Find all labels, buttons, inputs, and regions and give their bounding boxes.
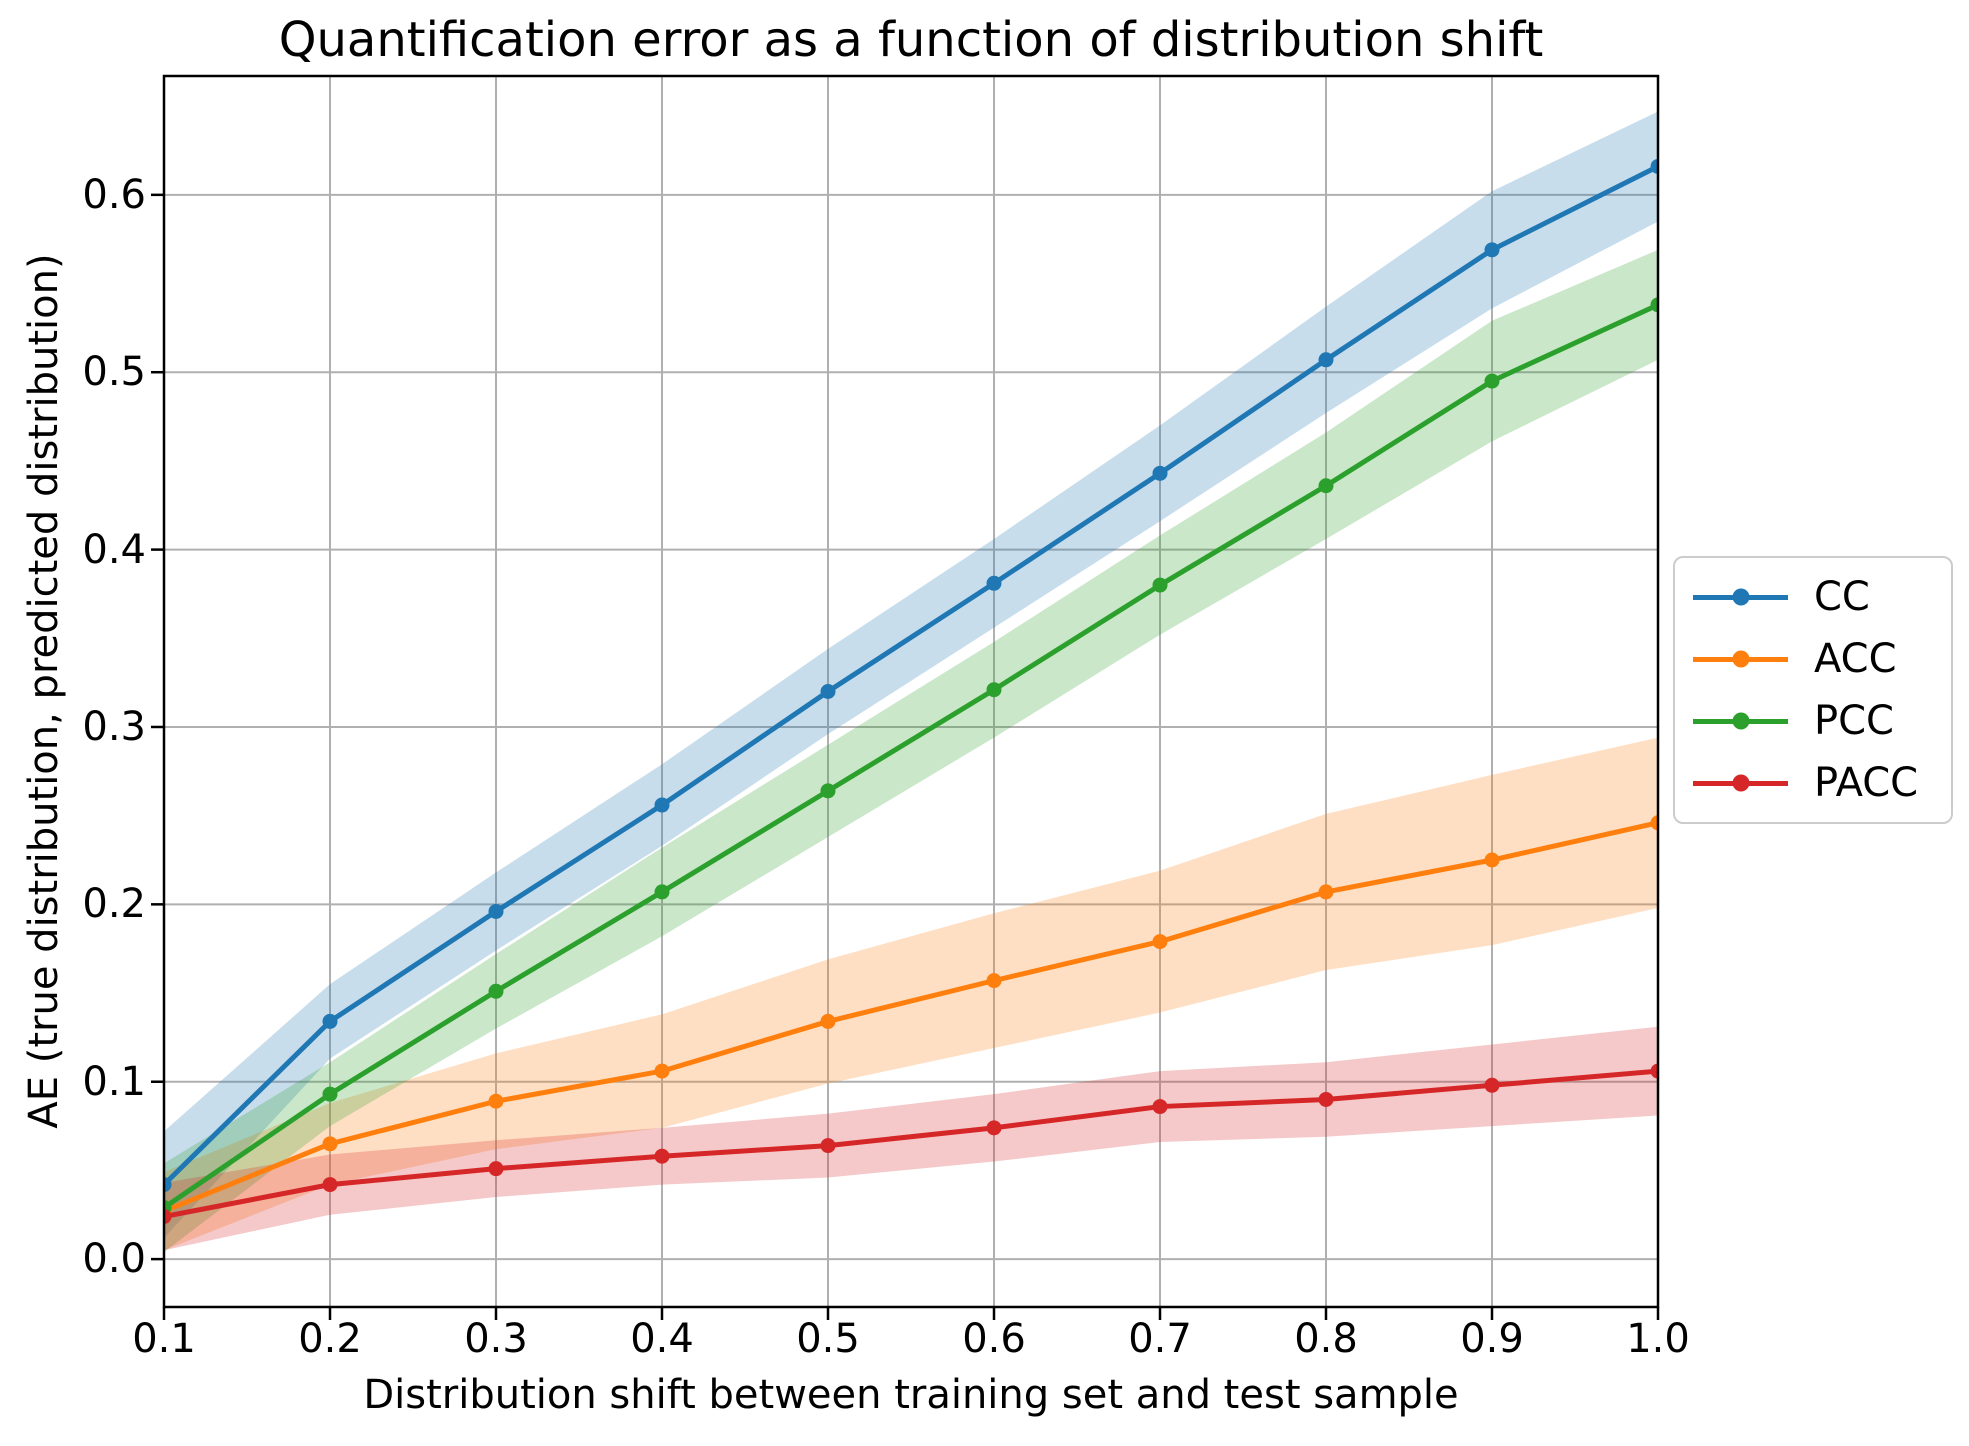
data-point-ACC bbox=[488, 1093, 504, 1109]
legend-line-sample bbox=[1693, 774, 1788, 792]
data-point-ACC bbox=[1650, 815, 1658, 831]
data-point-PCC bbox=[1152, 577, 1168, 593]
x-tick-label: 0.3 bbox=[464, 1316, 528, 1362]
tick-marks bbox=[151, 193, 1660, 1320]
data-point-ACC bbox=[1484, 852, 1500, 868]
axes-border bbox=[162, 74, 1660, 1309]
x-tick-label: 0.7 bbox=[1128, 1316, 1192, 1362]
data-point-PACC bbox=[1152, 1099, 1168, 1115]
y-tick-label: 0.6 bbox=[82, 171, 146, 218]
series-line-CC bbox=[164, 164, 1658, 1187]
series-line-PCC bbox=[164, 302, 1658, 1210]
legend-label: PACC bbox=[1814, 760, 1919, 806]
data-point-CC bbox=[488, 903, 504, 919]
legend-entry-PACC: PACC bbox=[1693, 763, 1933, 803]
data-point-PCC bbox=[1650, 297, 1658, 313]
legend-line-sample bbox=[1693, 588, 1788, 606]
data-point-PCC bbox=[654, 884, 670, 900]
legend-entry-ACC: ACC bbox=[1693, 639, 1933, 679]
data-point-CC bbox=[654, 797, 670, 813]
data-point-PACC bbox=[1318, 1091, 1334, 1107]
data-point-PACC bbox=[986, 1120, 1002, 1136]
x-tick-label: 0.9 bbox=[1460, 1316, 1524, 1362]
data-point-CC bbox=[1152, 465, 1168, 481]
confidence-band-ACC bbox=[164, 737, 1658, 1251]
y-tick-label: 0.4 bbox=[82, 526, 146, 573]
legend-marker-dot bbox=[1732, 712, 1749, 730]
legend-line-sample bbox=[1693, 712, 1788, 730]
legend-entry-CC: CC bbox=[1693, 577, 1933, 617]
data-point-ACC bbox=[1152, 934, 1168, 950]
data-point-PACC bbox=[654, 1148, 670, 1164]
confidence-band-CC bbox=[164, 111, 1658, 1238]
data-point-PCC bbox=[322, 1086, 338, 1102]
data-point-PACC bbox=[1650, 1063, 1658, 1079]
x-tick-label: 0.1 bbox=[132, 1316, 196, 1362]
data-point-CC bbox=[1484, 242, 1500, 258]
y-tick-label: 0.2 bbox=[82, 881, 146, 928]
data-point-PCC bbox=[488, 983, 504, 999]
y-tick-label: 0.3 bbox=[82, 703, 146, 750]
data-point-PACC bbox=[820, 1138, 836, 1154]
data-point-PCC bbox=[1484, 373, 1500, 389]
series-line-ACC bbox=[164, 820, 1658, 1214]
x-tick-label: 0.5 bbox=[796, 1316, 860, 1362]
x-tick-label: 0.8 bbox=[1294, 1316, 1358, 1362]
data-point-CC bbox=[164, 1177, 172, 1193]
x-tick-label: 0.4 bbox=[630, 1316, 694, 1362]
x-tick-label: 0.6 bbox=[962, 1316, 1026, 1362]
data-point-PCC bbox=[1318, 478, 1334, 494]
data-point-ACC bbox=[322, 1136, 338, 1152]
data-point-CC bbox=[1318, 352, 1334, 368]
data-point-PCC bbox=[820, 783, 836, 799]
legend: CC ACC PCC PACC bbox=[1673, 556, 1953, 824]
legend-line-sample bbox=[1693, 650, 1788, 668]
x-axis-label: Distribution shift between training set … bbox=[363, 1372, 1459, 1418]
data-point-ACC bbox=[820, 1013, 836, 1029]
legend-marker-dot bbox=[1732, 650, 1749, 668]
data-point-CC bbox=[986, 575, 1002, 591]
legend-entry-PCC: PCC bbox=[1693, 701, 1933, 741]
series-lines bbox=[164, 158, 1658, 1225]
confidence-band-PCC bbox=[164, 249, 1658, 1253]
legend-label: CC bbox=[1814, 574, 1870, 620]
data-point-ACC bbox=[654, 1063, 670, 1079]
series-line-PACC bbox=[164, 1068, 1658, 1219]
x-tick-label: 1.0 bbox=[1626, 1316, 1690, 1362]
data-point-PACC bbox=[1484, 1077, 1500, 1093]
y-tick-labels: 0.0 0.1 0.2 0.3 0.4 0.5 0.6 bbox=[0, 0, 146, 1446]
data-point-CC bbox=[1650, 158, 1658, 174]
data-point-CC bbox=[322, 1013, 338, 1029]
data-point-CC bbox=[820, 684, 836, 699]
data-point-PCC bbox=[986, 682, 1002, 698]
legend-label: PCC bbox=[1814, 698, 1894, 744]
data-point-ACC bbox=[1318, 884, 1334, 900]
data-point-PACC bbox=[164, 1209, 172, 1225]
data-point-ACC bbox=[986, 973, 1002, 989]
chart-title: Quantification error as a function of di… bbox=[278, 12, 1544, 68]
x-tick-label: 0.2 bbox=[298, 1316, 362, 1362]
confidence-bands bbox=[164, 111, 1658, 1253]
legend-label: ACC bbox=[1814, 636, 1897, 682]
y-tick-label: 0.1 bbox=[82, 1058, 146, 1105]
legend-marker-dot bbox=[1732, 588, 1749, 606]
data-point-PACC bbox=[322, 1177, 338, 1193]
data-point-PACC bbox=[488, 1161, 504, 1177]
y-tick-label: 0.5 bbox=[82, 349, 146, 396]
y-tick-label: 0.0 bbox=[82, 1236, 146, 1283]
legend-marker-dot bbox=[1732, 774, 1749, 792]
